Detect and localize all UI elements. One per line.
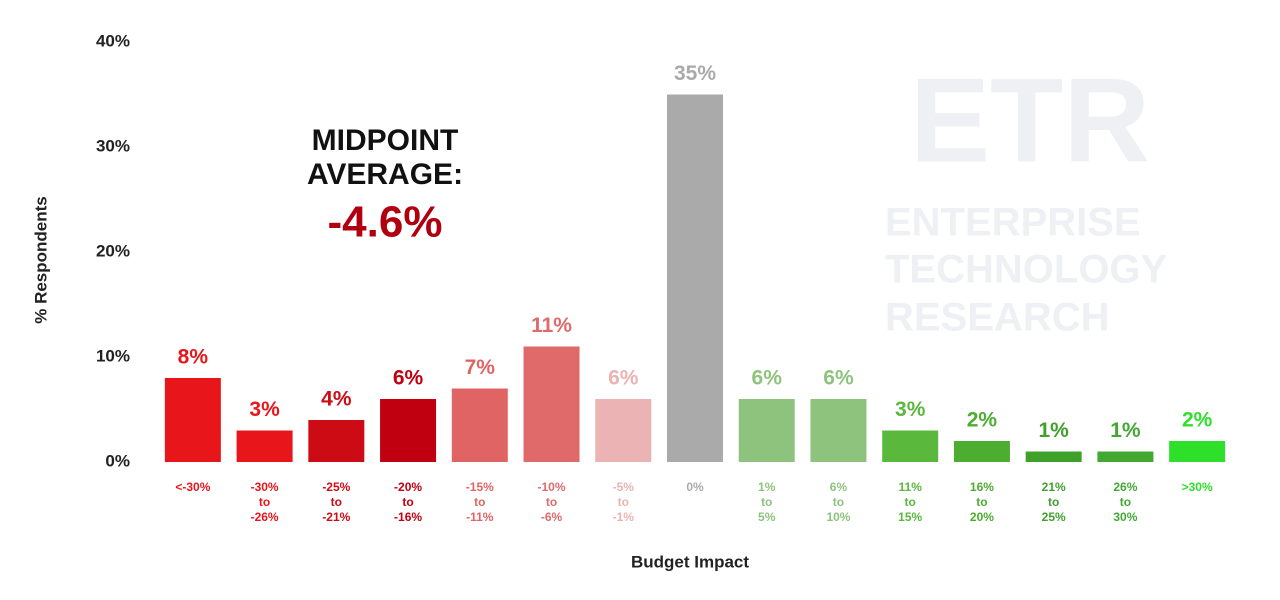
value-label: 11% (531, 314, 572, 337)
value-label: 6% (608, 367, 639, 390)
value-label: 8% (178, 346, 209, 369)
x-tick-label: <-30% (175, 480, 210, 494)
value-label: 2% (1182, 409, 1213, 432)
bar (380, 399, 437, 462)
y-tick-label: 40% (96, 31, 130, 50)
x-tick-label: 11% to 15% (898, 480, 922, 524)
x-tick-label: -15% to -11% (466, 480, 494, 524)
bar (882, 430, 939, 462)
x-tick-label: -25% to -21% (322, 480, 350, 524)
x-tick-label: -10% to -6% (538, 480, 566, 524)
watermark-line: RESEARCH (885, 296, 1109, 340)
value-label: 6% (823, 367, 854, 390)
x-tick-label: 1% to 5% (758, 480, 776, 524)
watermark-line: ENTERPRISE (885, 201, 1141, 245)
watermark: ETR ENTERPRISE TECHNOLOGY RESEARCH (885, 54, 1168, 340)
bar (1025, 451, 1082, 462)
value-label: 3% (895, 398, 926, 421)
bar (738, 399, 795, 462)
bar (953, 441, 1010, 462)
y-tick-label: 30% (96, 136, 130, 155)
value-label: 6% (393, 367, 424, 390)
y-tick-label: 20% (96, 241, 130, 260)
x-axis-label: Budget Impact (631, 552, 749, 571)
bar (595, 399, 652, 462)
value-label: 4% (321, 388, 352, 411)
watermark-line: TECHNOLOGY (885, 248, 1168, 292)
y-tick-label: 0% (105, 451, 130, 470)
value-label: 35% (674, 62, 716, 85)
value-label: 1% (1038, 419, 1069, 442)
bar (308, 420, 365, 462)
x-tick-label: 26% to 30% (1113, 480, 1137, 524)
bar (1097, 451, 1154, 462)
bar (667, 94, 723, 462)
bar (236, 430, 293, 462)
value-label: 1% (1110, 419, 1141, 442)
value-label: 6% (752, 367, 783, 390)
bar (164, 378, 221, 462)
x-tick-label: 0% (686, 480, 704, 494)
watermark-logo: ETR (910, 54, 1150, 188)
value-label: 2% (967, 409, 998, 432)
annotation-value: -4.6% (328, 198, 443, 247)
x-tick-label: >30% (1182, 480, 1213, 494)
value-label: 7% (465, 356, 496, 379)
bar (523, 346, 580, 462)
x-tick-label: 16% to 20% (970, 480, 994, 524)
y-tick-label: 10% (96, 346, 130, 365)
bar (451, 388, 508, 462)
x-tick-label: -5% to -1% (613, 480, 635, 524)
annotation-heading: MIDPOINT AVERAGE: (307, 124, 463, 191)
bar (1169, 441, 1226, 462)
x-tick-label: 6% to 10% (826, 480, 850, 524)
y-axis-label: % Respondents (31, 196, 50, 324)
x-tick-label: -30% to -26% (251, 480, 279, 524)
bar (810, 399, 867, 462)
x-tick-label: -20% to -16% (394, 480, 422, 524)
value-label: 3% (249, 398, 280, 421)
x-tick-label: 21% to 25% (1042, 480, 1066, 524)
